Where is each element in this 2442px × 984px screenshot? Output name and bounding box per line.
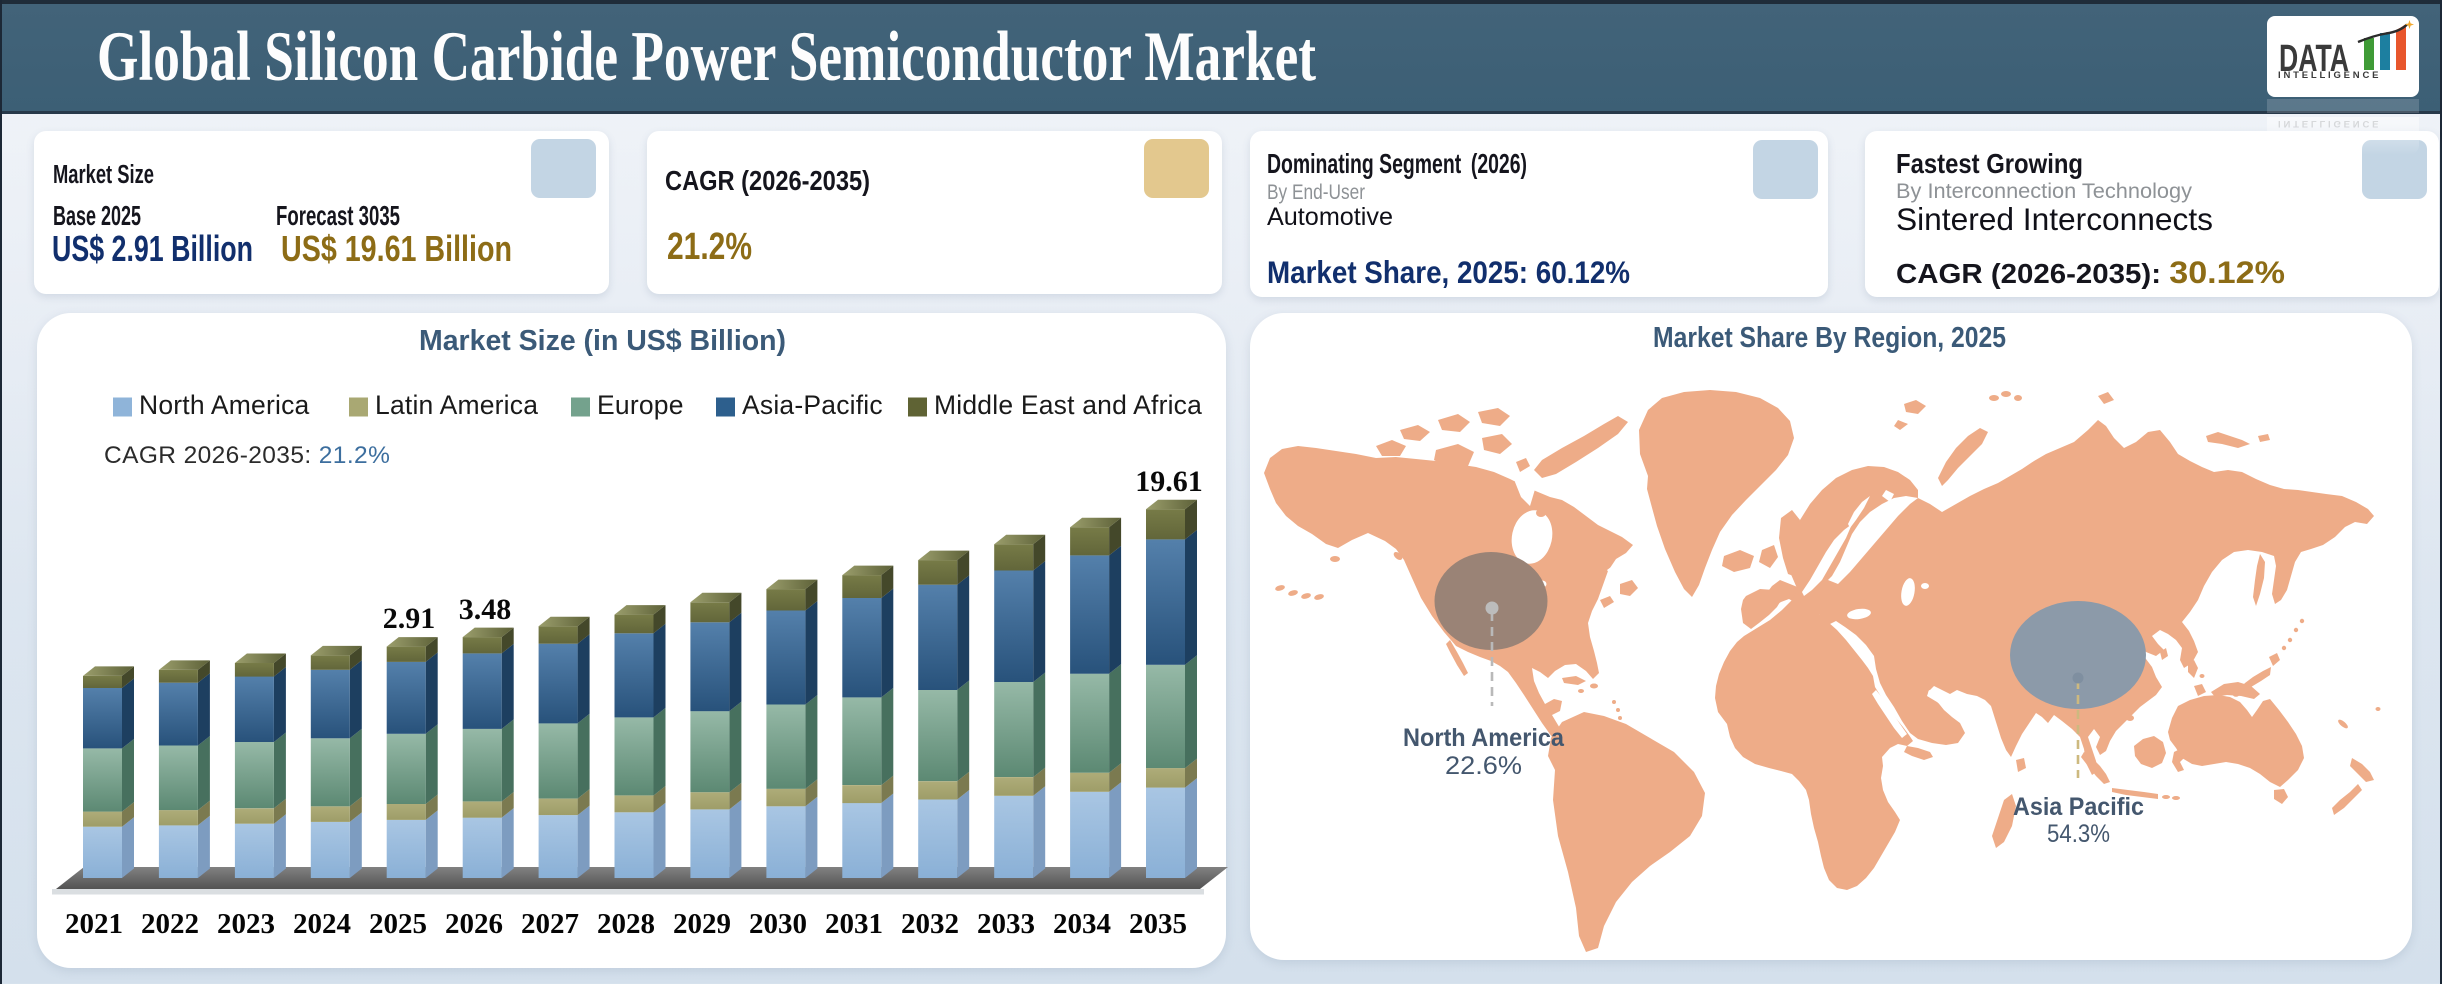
svg-text:2024: 2024 (293, 908, 351, 940)
svg-text:2031: 2031 (825, 908, 883, 940)
svg-text:2025: 2025 (369, 908, 427, 940)
svg-text:2029: 2029 (673, 908, 731, 940)
svg-text:19.61: 19.61 (1135, 465, 1203, 498)
svg-text:Middle East and Africa: Middle East and Africa (934, 390, 1202, 420)
svg-text:2026: 2026 (445, 908, 503, 940)
svg-text:2034: 2034 (1053, 908, 1111, 940)
svg-text:2035: 2035 (1129, 908, 1187, 940)
svg-text:2032: 2032 (901, 908, 959, 940)
svg-text:2.91: 2.91 (383, 602, 436, 635)
svg-text:Europe: Europe (597, 390, 684, 420)
svg-text:Asia-Pacific: Asia-Pacific (742, 390, 883, 420)
svg-text:2027: 2027 (521, 908, 579, 940)
svg-text:Latin America: Latin America (375, 390, 538, 420)
svg-text:2023: 2023 (217, 908, 275, 940)
svg-text:2033: 2033 (977, 908, 1035, 940)
svg-text:2021: 2021 (65, 908, 123, 940)
svg-text:2030: 2030 (749, 908, 807, 940)
svg-text:North America: North America (139, 390, 310, 420)
svg-text:2028: 2028 (597, 908, 655, 940)
svg-text:2022: 2022 (141, 908, 199, 940)
svg-text:3.48: 3.48 (459, 593, 512, 626)
svg-text:CAGR 2026-2035: 21.2%: CAGR 2026-2035: 21.2% (104, 442, 390, 469)
